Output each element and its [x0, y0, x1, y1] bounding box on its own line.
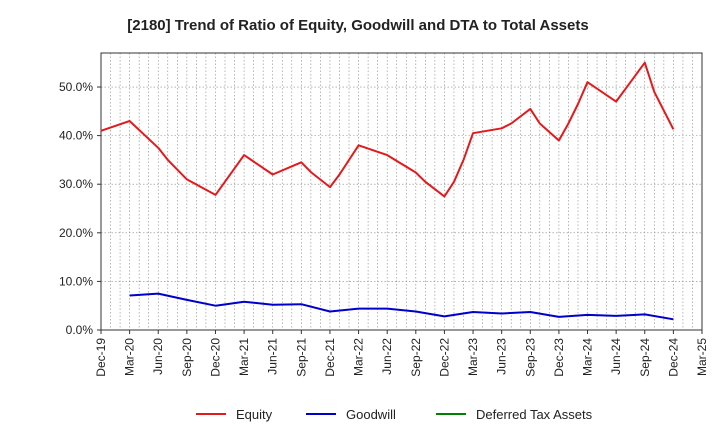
x-tick-label: Dec-20 — [208, 338, 222, 377]
x-tick-label: Jun-24 — [609, 338, 623, 375]
legend-label: Deferred Tax Assets — [476, 407, 593, 422]
series-line-goodwill — [129, 292, 674, 321]
grid-layer — [100, 53, 703, 331]
x-tick-label: Mar-23 — [466, 338, 480, 376]
x-tick-label: Mar-21 — [237, 338, 251, 376]
x-tick-label: Jun-23 — [495, 338, 509, 375]
x-tick-label: Sep-20 — [180, 338, 194, 377]
x-tick-label: Mar-24 — [581, 338, 595, 376]
plot-frame — [100, 52, 703, 331]
x-tick-label: Dec-19 — [94, 338, 108, 377]
y-tick-label: 30.0% — [59, 177, 93, 191]
y-tick-label: 20.0% — [59, 226, 93, 240]
y-tick-label: 10.0% — [59, 274, 93, 288]
x-tick-label: Sep-23 — [523, 338, 537, 377]
legend-label: Goodwill — [346, 407, 396, 422]
legend: Equity Goodwill Deferred Tax Assets — [196, 407, 593, 422]
legend-label: Equity — [236, 407, 273, 422]
x-tick-label: Jun-22 — [380, 338, 394, 375]
series-layer — [100, 61, 675, 321]
x-tick-label: Jun-21 — [266, 338, 280, 375]
x-tick-label: Dec-24 — [666, 338, 680, 377]
x-tick-label: Sep-21 — [294, 338, 308, 377]
x-tick-label: Mar-22 — [352, 338, 366, 376]
x-tick-label: Sep-24 — [638, 338, 652, 377]
x-tick-label: Dec-22 — [437, 338, 451, 377]
x-tick-label: Mar-25 — [695, 338, 709, 376]
x-tick-label: Jun-20 — [151, 338, 165, 375]
series-line-equity — [100, 61, 675, 198]
chart-title: [2180] Trend of Ratio of Equity, Goodwil… — [127, 17, 588, 34]
x-tick-label: Dec-23 — [552, 338, 566, 377]
x-tick-label: Mar-20 — [123, 338, 137, 376]
x-tick-label: Dec-21 — [323, 338, 337, 377]
y-tick-label: 40.0% — [59, 129, 93, 143]
axes-layer: 0.0% 10.0% 20.0% 30.0% 40.0% 50.0% Dec-19 Mar-2… — [59, 52, 709, 377]
y-tick-label: 0.0% — [66, 323, 94, 337]
x-tick-label: Sep-22 — [409, 338, 423, 377]
y-tick-label: 50.0% — [59, 80, 93, 94]
